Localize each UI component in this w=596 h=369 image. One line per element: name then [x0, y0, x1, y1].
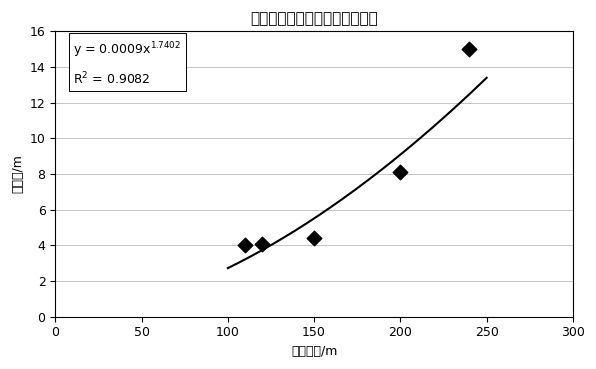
Point: [309, 235, 319, 241]
X-axis label: 地层厚度/m: 地层厚度/m: [291, 345, 337, 358]
Y-axis label: 古水深/m: 古水深/m: [11, 155, 24, 193]
Point: [257, 241, 267, 246]
Text: y = 0.0009x$^{1.7402}$
R$^{2}$ = 0.9082: y = 0.0009x$^{1.7402}$ R$^{2}$ = 0.9082: [73, 40, 181, 87]
Point: [396, 169, 405, 175]
Point: [240, 242, 250, 248]
Point: [465, 46, 474, 52]
Title: 基于地层厚度的古水深推测依据: 基于地层厚度的古水深推测依据: [250, 11, 378, 26]
